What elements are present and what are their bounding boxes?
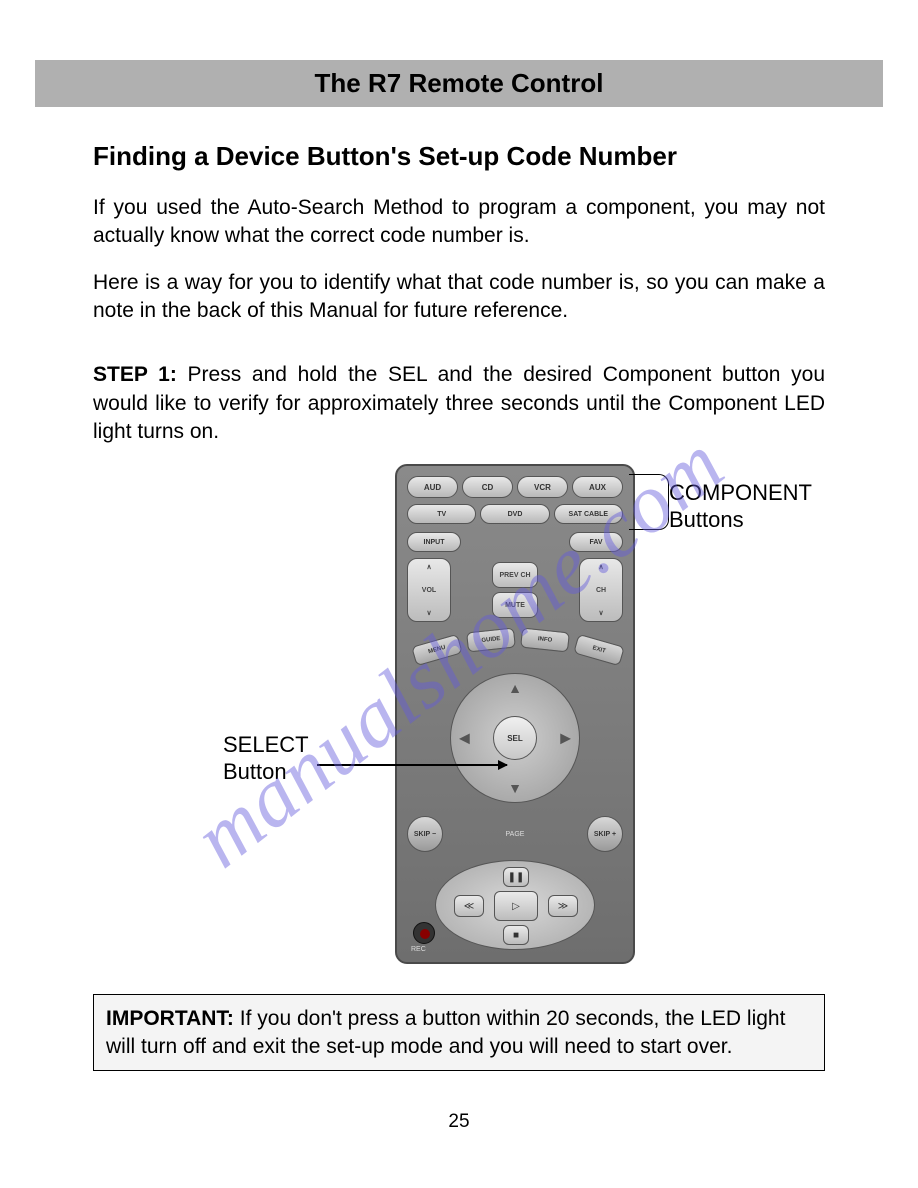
ffwd-button: ≫ bbox=[548, 895, 578, 917]
callout-select: SELECT Button bbox=[223, 732, 309, 785]
paragraph-2: Here is a way for you to identify what t… bbox=[93, 269, 825, 326]
pause-button: ❚❚ bbox=[503, 867, 529, 887]
prev-ch-button: PREV CH bbox=[492, 562, 538, 588]
aux-button: AUX bbox=[572, 476, 623, 498]
content-area: Finding a Device Button's Set-up Code Nu… bbox=[35, 141, 883, 984]
rec-label: REC bbox=[411, 946, 426, 953]
cd-button: CD bbox=[462, 476, 513, 498]
step-1: STEP 1: Press and hold the SEL and the d… bbox=[93, 361, 825, 446]
skip-row: SKIP − PAGE SKIP + bbox=[407, 816, 623, 852]
step-1-text: Press and hold the SEL and the desired C… bbox=[93, 363, 825, 443]
fav-button: FAV bbox=[569, 532, 623, 552]
skip-minus-button: SKIP − bbox=[407, 816, 443, 852]
guide-button: GUIDE bbox=[466, 628, 516, 653]
menu-button: MENU bbox=[411, 634, 463, 666]
callout-component: COMPONENT Buttons bbox=[669, 480, 812, 533]
chevron-down-icon: ∨ bbox=[598, 609, 603, 617]
stop-button: ■ bbox=[503, 925, 529, 945]
component-row-1: AUD CD VCR AUX bbox=[407, 476, 623, 498]
title-bar: The R7 Remote Control bbox=[35, 60, 883, 107]
rec-button bbox=[413, 922, 435, 944]
aud-button: AUD bbox=[407, 476, 458, 498]
paragraph-1: If you used the Auto-Search Method to pr… bbox=[93, 194, 825, 251]
vcr-button: VCR bbox=[517, 476, 568, 498]
ch-rocker: ∧ CH ∨ bbox=[579, 558, 623, 622]
dpad-ring: ▲ ▼ ◀ ▶ SEL bbox=[450, 673, 580, 803]
arrow-down-icon: ▼ bbox=[508, 780, 522, 796]
input-fav-row: INPUT FAV bbox=[407, 532, 623, 552]
component-bracket bbox=[629, 474, 669, 530]
remote-figure: AUD CD VCR AUX TV DVD SAT CABLE INPUT FA… bbox=[93, 464, 825, 984]
skip-plus-button: SKIP + bbox=[587, 816, 623, 852]
tv-button: TV bbox=[407, 504, 476, 524]
rewind-button: ≪ bbox=[454, 895, 484, 917]
component-row-2: TV DVD SAT CABLE bbox=[407, 504, 623, 524]
vol-rocker: ∧ VOL ∨ bbox=[407, 558, 451, 622]
mute-button: MUTE bbox=[492, 592, 538, 618]
page: The R7 Remote Control Finding a Device B… bbox=[0, 0, 918, 1163]
callout-component-line2: Buttons bbox=[669, 507, 812, 533]
exit-button: EXIT bbox=[573, 634, 625, 666]
play-button: ▷ bbox=[494, 891, 538, 921]
page-number: 25 bbox=[35, 1111, 883, 1133]
page-label: PAGE bbox=[506, 831, 525, 838]
callout-select-line1: SELECT bbox=[223, 732, 309, 758]
step-1-label: STEP 1: bbox=[93, 363, 177, 386]
arrow-left-icon: ◀ bbox=[459, 730, 470, 747]
callout-select-line2: Button bbox=[223, 759, 309, 785]
vol-label: VOL bbox=[422, 587, 436, 594]
chevron-up-icon: ∧ bbox=[598, 563, 603, 571]
sat-cable-button: SAT CABLE bbox=[554, 504, 623, 524]
callout-component-line1: COMPONENT bbox=[669, 480, 812, 506]
input-button: INPUT bbox=[407, 532, 461, 552]
remote-body: AUD CD VCR AUX TV DVD SAT CABLE INPUT FA… bbox=[395, 464, 635, 964]
ch-label: CH bbox=[596, 587, 606, 594]
info-button: INFO bbox=[520, 628, 570, 653]
chevron-down-icon: ∨ bbox=[426, 609, 431, 617]
arrow-right-icon: ▶ bbox=[560, 730, 571, 747]
mid-column: PREV CH MUTE bbox=[492, 562, 538, 618]
important-box: IMPORTANT: If you don't press a button w… bbox=[93, 994, 825, 1071]
important-label: IMPORTANT: bbox=[106, 1007, 234, 1030]
select-leader-arrow bbox=[317, 764, 507, 766]
transport-ring: ❚❚ ≪ ▷ ≫ ■ bbox=[435, 860, 595, 950]
chevron-up-icon: ∧ bbox=[426, 563, 431, 571]
diag-row: MENU GUIDE INFO EXIT bbox=[407, 628, 623, 664]
dvd-button: DVD bbox=[480, 504, 549, 524]
vol-ch-row: ∧ VOL ∨ PREV CH MUTE ∧ CH ∨ bbox=[407, 558, 623, 622]
dpad: ▲ ▼ ◀ ▶ SEL bbox=[407, 668, 623, 808]
sel-button: SEL bbox=[493, 716, 537, 760]
arrow-up-icon: ▲ bbox=[508, 680, 522, 696]
section-heading: Finding a Device Button's Set-up Code Nu… bbox=[93, 141, 825, 172]
